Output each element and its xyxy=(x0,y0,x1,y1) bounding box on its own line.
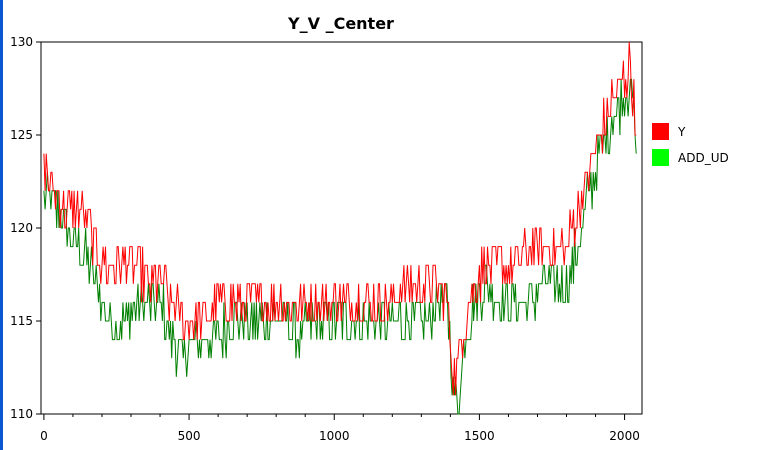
x-tick-label: 1500 xyxy=(464,429,495,443)
legend-label: ADD_UD xyxy=(678,151,729,165)
x-tick-label: 1000 xyxy=(319,429,350,443)
y-tick-label: 110 xyxy=(10,407,33,421)
chart-title: Y_V _Center xyxy=(287,14,394,33)
y-tick-label: 125 xyxy=(10,128,33,142)
y-tick-label: 115 xyxy=(10,314,33,328)
series-layer xyxy=(43,41,637,415)
x-minor-ticks xyxy=(72,414,597,417)
x-tick-label: 0 xyxy=(40,429,48,443)
plot-area xyxy=(40,41,643,415)
y-tick-label: 130 xyxy=(10,35,33,49)
legend: Y ADD_UD xyxy=(652,123,729,166)
x-tick-label: 500 xyxy=(178,429,201,443)
y-tick-label: 120 xyxy=(10,221,33,235)
series-line-y xyxy=(43,41,637,396)
x-tick-label: 2000 xyxy=(609,429,640,443)
legend-swatch xyxy=(652,123,669,140)
axis-ticks: 0 500 1000 1500 2000 110 115 120 125 130 xyxy=(10,35,640,443)
legend-label: Y xyxy=(677,125,686,139)
window-edge-bar xyxy=(0,0,3,450)
legend-swatch xyxy=(652,149,669,166)
